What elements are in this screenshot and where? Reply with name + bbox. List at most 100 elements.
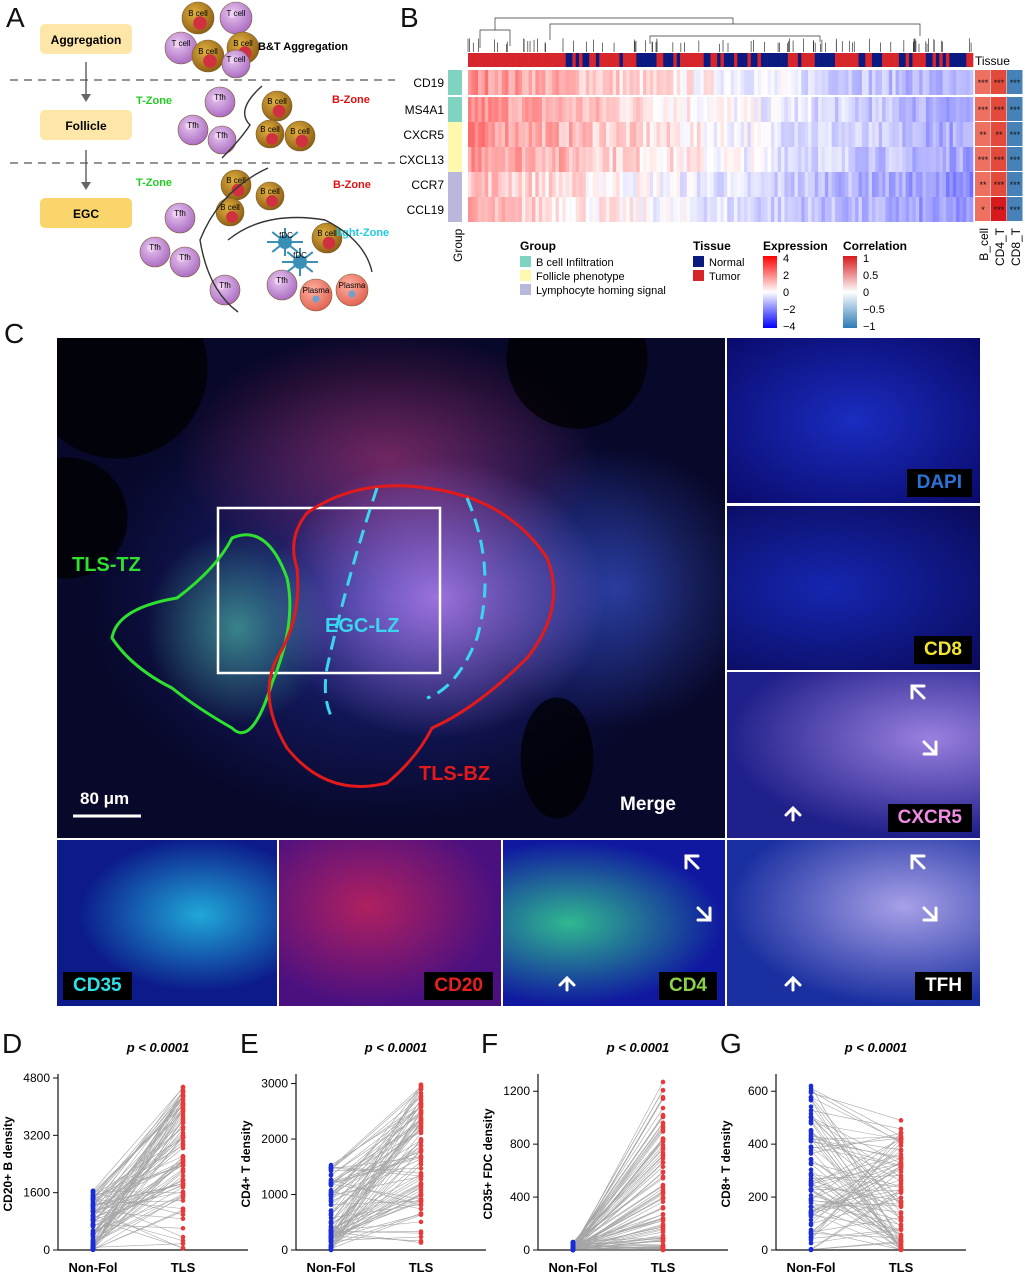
tile-cd4-label: CD4 [658, 972, 717, 1000]
svg-text:T cell: T cell [172, 39, 191, 48]
correlation-tick: 1 [863, 253, 869, 265]
t-cell: T cell [219, 1, 253, 35]
tls-point [180, 1198, 186, 1203]
nonfol-point [328, 1208, 334, 1214]
t-zone-label-follicle: T-Zone [136, 95, 172, 107]
tile-cd20-label: CD20 [424, 972, 493, 1000]
tile-cd20: CD20 [279, 840, 501, 1006]
tls-point [660, 1105, 666, 1111]
correlation-tick: 0.5 [863, 270, 878, 282]
correlation-cell [975, 70, 991, 94]
tile-cd8: CD8 [727, 506, 980, 670]
plasma-cell: Plasma [299, 278, 333, 312]
nonfol-point [808, 1204, 814, 1210]
nonfol-point [570, 1247, 576, 1253]
correlation-column-label: CD8_T [1009, 227, 1023, 266]
x-tick-tls: TLS [651, 1260, 676, 1275]
plasma-cell: Plasma [335, 273, 369, 307]
correlation-cell [975, 147, 991, 171]
svg-text:Tfh: Tfh [214, 93, 226, 102]
tls-point [898, 1173, 904, 1178]
tls-point [180, 1127, 186, 1132]
tls-point [660, 1150, 666, 1156]
tls-point [418, 1212, 424, 1218]
y-tick-label: 0 [761, 1243, 768, 1257]
correlation-tick: −1 [863, 321, 876, 330]
tls-point [180, 1241, 186, 1247]
significance-stars: *** [978, 155, 989, 165]
tfh-cell: Tfh [177, 114, 209, 146]
nonfol-point [90, 1231, 96, 1237]
tls-point [418, 1147, 424, 1152]
significance-stars: *** [994, 78, 1005, 88]
svg-text:B cell: B cell [290, 127, 310, 136]
significance-stars: *** [994, 180, 1005, 190]
tls-point [180, 1139, 186, 1144]
significance-stars: *** [994, 205, 1005, 215]
expression-tick: −2 [783, 304, 796, 316]
correlation-cell [991, 122, 1007, 146]
tls-point [660, 1136, 666, 1141]
nonfol-point [90, 1213, 96, 1219]
y-tick-label: 4800 [23, 1071, 50, 1085]
tls-point [180, 1246, 186, 1251]
svg-text:B cell: B cell [267, 97, 287, 106]
tls-point [180, 1206, 186, 1211]
tls-point [898, 1118, 904, 1123]
svg-text:fDC: fDC [279, 231, 293, 240]
svg-text:B cell: B cell [260, 125, 280, 134]
tls-point [418, 1104, 424, 1110]
tls-point [180, 1216, 186, 1222]
tls-point [660, 1156, 666, 1161]
tls-point [180, 1145, 186, 1151]
nonfol-point [808, 1222, 814, 1228]
nonfol-point [808, 1213, 814, 1218]
nonfol-point [808, 1115, 814, 1120]
gene-label: CD19 [413, 76, 444, 90]
tls-point [660, 1096, 666, 1101]
correlation-cell [1007, 147, 1023, 171]
b-cell: B cell [255, 119, 285, 149]
nonfol-point [808, 1234, 814, 1240]
y-axis-label: CD20+ B density [1, 1116, 15, 1211]
svg-text:B cell: B cell [198, 47, 218, 56]
tls-point [418, 1166, 424, 1171]
tls-point [418, 1128, 424, 1134]
tls-point [180, 1158, 186, 1163]
tissue-legend-title: Tissue [693, 239, 731, 253]
nonfol-point [90, 1223, 96, 1229]
nonfol-point [808, 1145, 814, 1151]
correlation-cell [991, 97, 1007, 121]
p-value-label: p < 0.0001 [126, 1040, 190, 1055]
y-axis-label: CD8+ T density [719, 1120, 733, 1207]
dot-plot-g: p < 0.0001 0 200 400 600 CD8+ T density Non-Fo… [719, 1040, 966, 1275]
tile-dapi-label: DAPI [906, 469, 972, 497]
gene-label: MS4A1 [405, 103, 445, 117]
tls-point [180, 1154, 186, 1160]
tls-point [660, 1212, 666, 1217]
nonfol-point [328, 1168, 334, 1174]
nonfol-point [328, 1198, 334, 1203]
svg-text:T cell: T cell [227, 9, 246, 18]
nonfol-point [328, 1215, 334, 1221]
tls-point [418, 1154, 424, 1160]
panel-letter-c: C [4, 318, 25, 349]
nonfol-point [328, 1181, 334, 1187]
b-cell: B cell [255, 181, 285, 211]
y-tick-label: 3000 [261, 1077, 288, 1091]
significance-stars: ** [979, 180, 987, 190]
tls-point [898, 1245, 904, 1251]
group-legend-title: Group [520, 239, 556, 253]
tfh-cell: Tfh [209, 274, 241, 306]
expression-tick: 0 [783, 287, 789, 299]
fdc-cells [267, 228, 318, 276]
correlation-tick: 0 [863, 287, 869, 299]
y-tick-label: 400 [748, 1137, 768, 1151]
tls-point [418, 1206, 424, 1212]
tls-point [180, 1168, 186, 1173]
b-cell: B cell [220, 169, 252, 201]
tls-point [418, 1116, 424, 1122]
tls-point [898, 1126, 904, 1132]
tls-point [898, 1140, 904, 1145]
x-tick-nonfol: Non-Fol [548, 1260, 597, 1275]
